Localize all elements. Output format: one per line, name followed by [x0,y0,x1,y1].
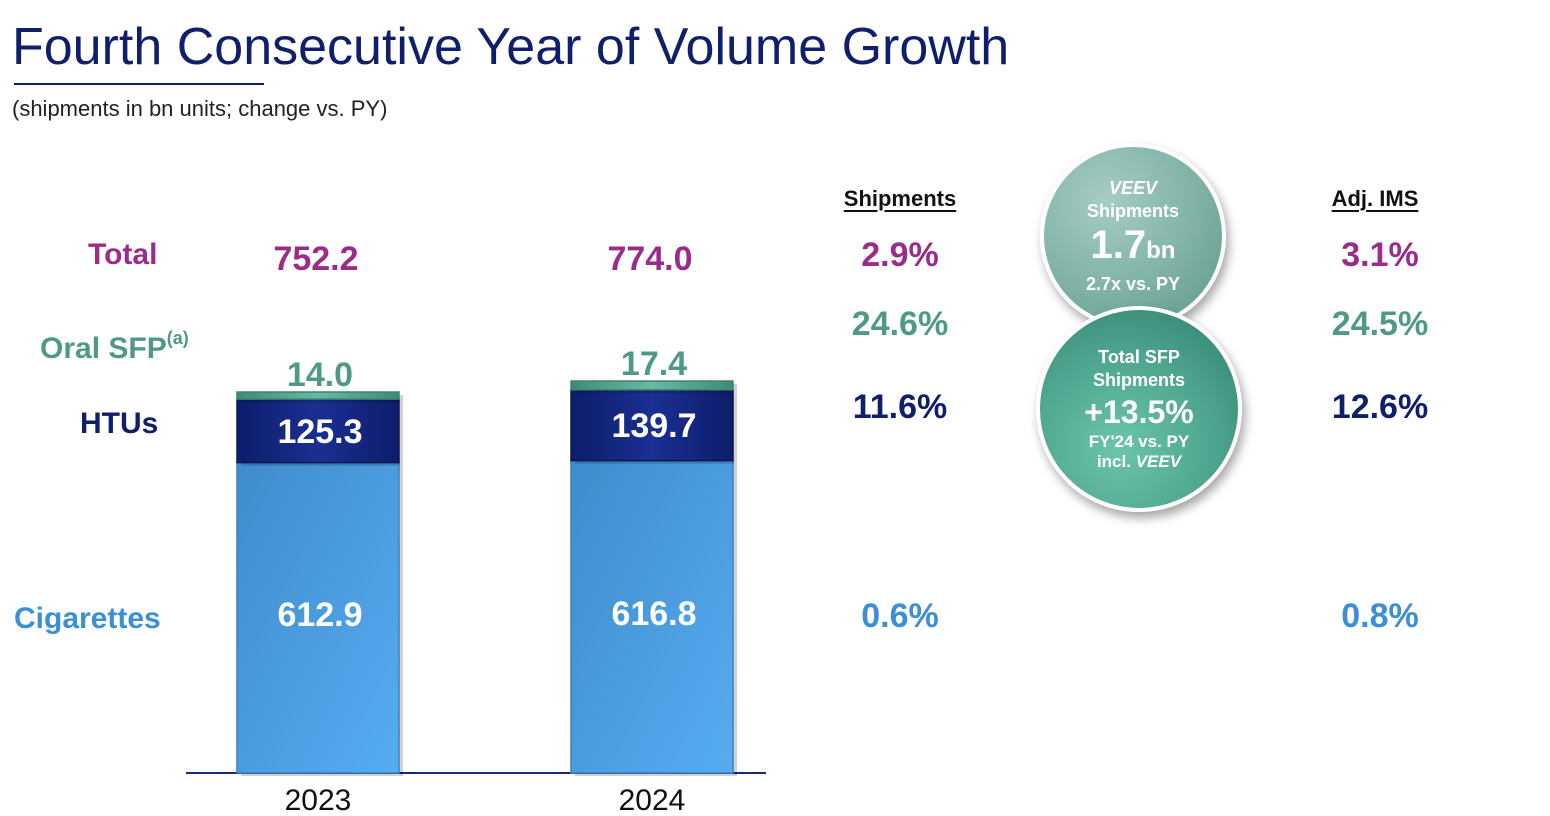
column-header-shipments: Shipments [843,186,957,211]
adj-ims-oral-sfp-growth: 24.5% [1331,305,1429,343]
title-underline [14,83,264,85]
bar-htus-2023 [236,398,400,464]
bar-label-oral-sfp-2024: 17.4 [621,345,687,383]
bar-oral-sfp-2024 [570,380,734,391]
sfp-bubble-label-2: Shipments [1092,370,1185,390]
adj-ims-total-growth: 3.1% [1341,236,1419,274]
bar-label-cigarettes-2023: 612.9 [277,596,362,634]
footnote-marker: (a) [166,328,189,348]
veev-shipments-bubble: VEEV Shipments 1.7bn 2.7x vs. PY [1040,143,1226,329]
row-label-oral-sfp: Oral SFP(a) [40,328,189,365]
x-tick-label-2023: 2023 [285,784,352,816]
row-label-htus: HTUs [80,407,159,440]
bar-label-htus-2024: 139.7 [611,407,696,445]
row-label-cigarettes: Cigarettes [14,602,161,635]
sfp-bubble-value: +13.5% [1084,394,1194,430]
shipments-total-growth: 2.9% [861,236,939,274]
page-subtitle: (shipments in bn units; change vs. PY) [12,96,388,121]
shipments-htus-growth: 11.6% [852,388,948,426]
veev-bubble-value: 1.7bn [1090,222,1176,267]
sfp-bubble-note-2: incl. VEEV [1096,452,1182,471]
column-header-adj-ims: Adj. IMS [1331,186,1419,211]
veev-bubble-brand: VEEV [1108,177,1158,198]
bar-label-htus-2023: 125.3 [277,413,362,451]
total-sfp-bubble: Total SFP Shipments +13.5% FY'24 vs. PY … [1036,306,1242,512]
bar-label-oral-sfp-2023: 14.0 [287,356,353,394]
total-label-2023: 752.2 [273,240,358,278]
sfp-bubble-note-1: FY'24 vs. PY [1088,432,1190,451]
x-tick-label-2024: 2024 [619,784,686,816]
sfp-bubble-label-1: Total SFP [1098,347,1180,367]
veev-bubble-label: Shipments [1086,200,1179,221]
bar-label-cigarettes-2024: 616.8 [611,595,696,633]
stacked-bar-chart: 612.9 125.3 14.0 752.2 2023 616.8 139.7 17.4 774… [186,240,766,816]
page-title: Fourth Consecutive Year of Volume Growth [12,18,1010,76]
bar-htus-2024 [570,389,734,462]
total-label-2024: 774.0 [607,240,692,278]
bar-cigarettes-2023 [236,461,400,774]
shipments-oral-sfp-growth: 24.6% [851,305,949,343]
adj-ims-htus-growth: 12.6% [1331,388,1429,426]
adj-ims-cigarettes-growth: 0.8% [1341,597,1419,635]
row-label-total: Total [88,238,158,271]
shipments-cigarettes-growth: 0.6% [861,597,939,635]
bar-oral-sfp-2023 [236,391,400,400]
veev-bubble-note: 2.7x vs. PY [1085,273,1181,294]
bar-cigarettes-2024 [570,459,734,774]
